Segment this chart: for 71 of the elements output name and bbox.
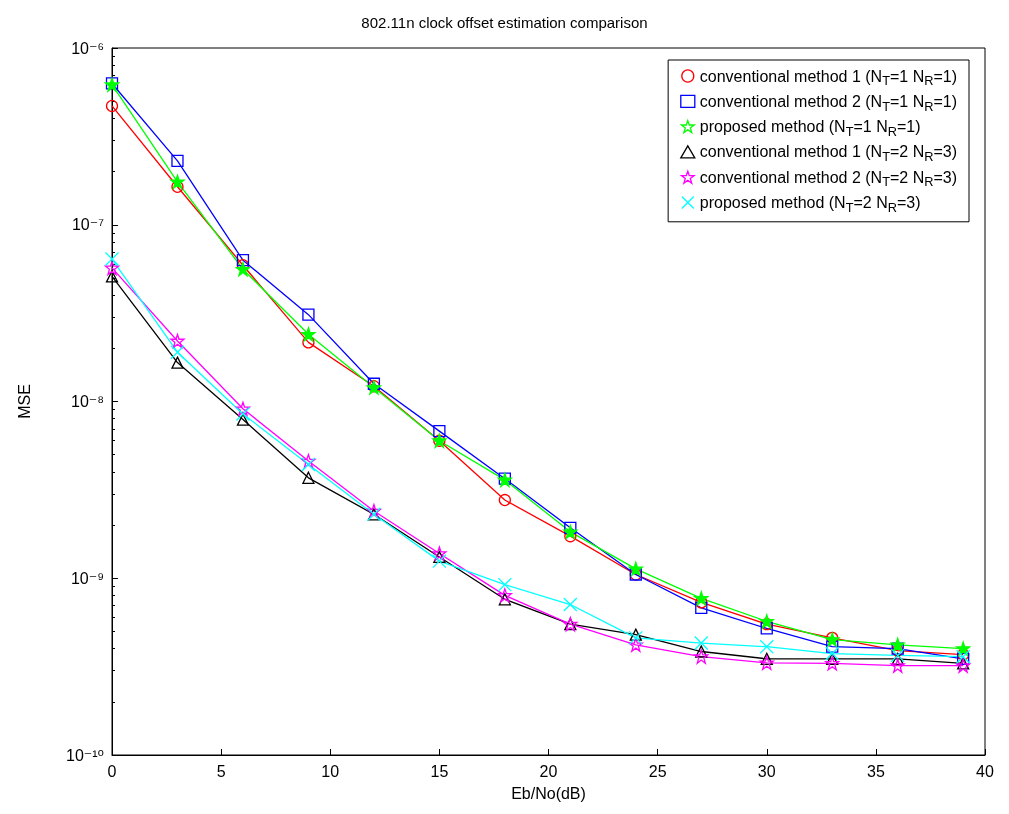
point xyxy=(302,471,315,484)
point xyxy=(760,622,773,635)
point xyxy=(695,645,708,658)
point xyxy=(104,251,120,267)
x-axis-title: Eb/No(dB) xyxy=(511,784,586,802)
point xyxy=(497,588,512,603)
point xyxy=(694,591,709,606)
point xyxy=(301,327,316,342)
point xyxy=(890,637,905,652)
x-tick-label: 0 xyxy=(107,762,117,780)
point xyxy=(236,254,250,267)
point xyxy=(563,597,578,612)
x-tick-label: 20 xyxy=(539,762,558,780)
point xyxy=(497,577,512,592)
point xyxy=(825,646,840,661)
point xyxy=(890,658,905,673)
point xyxy=(498,593,511,606)
y-tick-label: 10⁻⁸ xyxy=(71,393,104,410)
point xyxy=(825,656,840,671)
point xyxy=(629,628,642,641)
point xyxy=(628,561,643,577)
point xyxy=(170,345,185,360)
point xyxy=(891,652,904,665)
point xyxy=(301,453,316,469)
point xyxy=(302,336,315,349)
point xyxy=(170,174,185,189)
x-tick-label: 10 xyxy=(321,762,340,780)
point xyxy=(171,356,184,369)
point xyxy=(301,457,316,472)
y-tick-label: 10⁻⁶ xyxy=(71,39,104,57)
point xyxy=(826,652,839,665)
point xyxy=(105,270,119,283)
x-tick-label: 35 xyxy=(866,762,885,780)
y-tick-label: 10⁻⁷ xyxy=(71,216,105,234)
point xyxy=(564,521,577,534)
x-tick-label: 30 xyxy=(757,762,776,780)
point xyxy=(694,649,709,664)
point xyxy=(104,260,120,276)
point xyxy=(759,639,774,654)
x-tick-label: 25 xyxy=(648,762,667,780)
point xyxy=(236,413,250,426)
x-tick-label: 40 xyxy=(976,762,994,780)
point xyxy=(432,546,447,561)
point xyxy=(235,401,251,416)
point xyxy=(105,99,119,113)
point xyxy=(826,640,839,653)
point xyxy=(366,503,382,519)
point xyxy=(956,641,971,656)
point xyxy=(498,493,511,507)
point xyxy=(760,652,773,665)
point xyxy=(759,655,774,671)
point xyxy=(694,635,709,651)
point xyxy=(433,424,446,438)
point xyxy=(171,154,184,167)
x-tick-label: 15 xyxy=(430,762,449,780)
point xyxy=(563,524,578,540)
point xyxy=(170,333,185,349)
y-axis-title: MSE xyxy=(15,384,33,419)
point xyxy=(628,630,643,646)
point xyxy=(628,637,643,652)
chart-title: 802.11n clock offset estimation comparison xyxy=(361,14,648,31)
point xyxy=(433,550,446,564)
y-tick-label: 10⁻¹⁰ xyxy=(66,746,104,764)
point xyxy=(235,406,251,422)
y-tick-label: 10⁻⁹ xyxy=(70,569,104,587)
point xyxy=(302,308,315,321)
point xyxy=(695,601,708,614)
point xyxy=(235,262,251,277)
point xyxy=(432,553,447,569)
x-tick-label: 5 xyxy=(216,762,226,780)
point xyxy=(564,530,577,543)
